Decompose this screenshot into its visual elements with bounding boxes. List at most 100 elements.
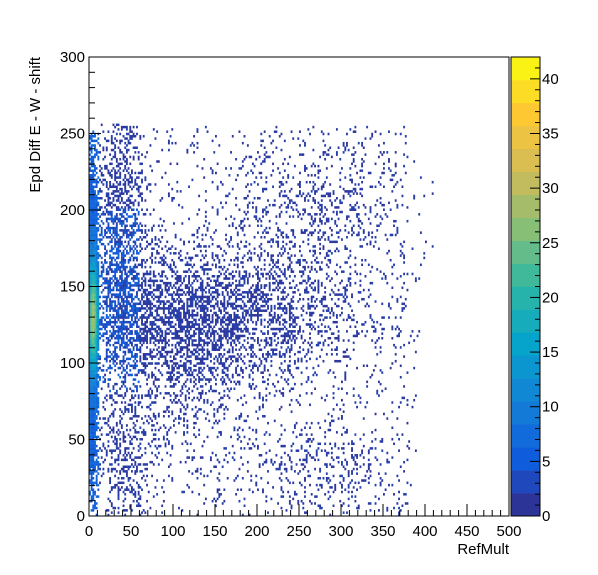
heatmap-cell xyxy=(191,323,194,326)
heatmap-cell xyxy=(194,339,197,342)
heatmap-cell xyxy=(129,155,132,159)
heatmap-cell xyxy=(105,281,108,285)
heatmap-cell xyxy=(204,417,207,420)
heatmap-cell xyxy=(268,240,271,244)
heatmap-cell xyxy=(114,169,117,172)
heatmap-cell xyxy=(125,488,128,491)
heatmap-cell xyxy=(142,314,145,317)
heatmap-cell xyxy=(97,263,100,267)
heatmap-cell xyxy=(184,357,187,361)
heatmap-cell xyxy=(136,325,138,329)
heatmap-cell xyxy=(218,405,221,409)
heatmap-cell xyxy=(144,288,147,292)
heatmap-cell xyxy=(206,300,209,303)
heatmap-cell xyxy=(141,284,143,287)
heatmap-cell xyxy=(119,291,122,294)
heatmap-cell xyxy=(127,275,130,278)
heatmap-cell xyxy=(183,431,185,434)
heatmap-cell xyxy=(186,426,189,429)
heatmap-cell xyxy=(267,254,269,257)
heatmap-cell xyxy=(109,297,112,301)
heatmap-cell xyxy=(230,295,232,299)
heatmap-cell xyxy=(240,327,243,331)
heatmap-cell xyxy=(94,334,96,338)
heatmap-cell xyxy=(119,213,122,216)
heatmap-cell xyxy=(134,364,137,368)
heatmap-cell xyxy=(112,222,115,225)
heatmap-cell xyxy=(147,415,150,418)
heatmap-cell xyxy=(251,350,254,354)
heatmap-cell xyxy=(107,288,110,292)
heatmap-cell xyxy=(110,174,113,177)
heatmap-cell xyxy=(132,258,135,262)
heatmap-cell xyxy=(186,334,189,338)
heatmap-cell xyxy=(97,396,100,400)
heatmap-cell xyxy=(211,254,214,257)
heatmap-cell xyxy=(89,444,91,448)
heatmap-cell xyxy=(151,451,154,455)
heatmap-cell xyxy=(260,286,263,289)
heatmap-cell xyxy=(110,240,113,244)
heatmap-cell xyxy=(90,201,93,205)
heatmap-cell xyxy=(206,332,209,335)
heatmap-cell xyxy=(176,332,179,335)
heatmap-cell xyxy=(164,171,167,175)
heatmap-cell xyxy=(225,382,227,386)
heatmap-cell xyxy=(171,325,174,329)
heatmap-cell xyxy=(198,245,201,248)
heatmap-cell xyxy=(110,463,113,466)
heatmap-cell xyxy=(125,357,128,361)
heatmap-cell xyxy=(132,201,135,205)
heatmap-cell xyxy=(110,288,113,292)
heatmap-cell xyxy=(109,343,112,347)
heatmap-cell xyxy=(154,343,157,347)
heatmap-cell xyxy=(260,323,263,326)
heatmap-cell xyxy=(92,493,95,496)
heatmap-cell xyxy=(144,272,147,276)
heatmap-cell xyxy=(253,327,256,331)
heatmap-cell xyxy=(119,346,122,349)
heatmap-cell xyxy=(176,353,179,356)
heatmap-cell xyxy=(161,348,164,351)
heatmap-cell xyxy=(213,279,216,283)
heatmap-cell xyxy=(215,318,217,322)
heatmap-cell xyxy=(136,385,138,388)
heatmap-cell xyxy=(223,316,226,319)
heatmap-cell xyxy=(131,403,133,407)
heatmap-cell xyxy=(238,382,241,386)
heatmap-cell xyxy=(169,359,172,363)
heatmap-cell xyxy=(124,343,127,347)
heatmap-cell xyxy=(152,293,155,296)
heatmap-cell xyxy=(193,275,196,278)
heatmap-cell xyxy=(107,339,110,342)
heatmap-cell xyxy=(92,226,95,230)
heatmap-cell xyxy=(136,336,138,340)
heatmap-cell xyxy=(221,330,224,333)
heatmap-cell xyxy=(265,359,268,363)
heatmap-cell xyxy=(151,336,154,340)
heatmap-cell xyxy=(95,327,98,331)
heatmap-cell xyxy=(240,369,243,372)
heatmap-cell xyxy=(105,357,108,361)
heatmap-cell xyxy=(90,472,93,475)
heatmap-cell xyxy=(90,240,93,244)
heatmap-cell xyxy=(124,265,127,269)
heatmap-cell xyxy=(92,428,95,432)
heatmap-cell xyxy=(201,279,204,283)
heatmap-cell xyxy=(194,369,197,372)
heatmap-cell xyxy=(233,458,236,462)
heatmap-cell xyxy=(90,231,93,234)
heatmap-cell xyxy=(157,346,160,349)
heatmap-cell xyxy=(90,378,93,381)
heatmap-cell xyxy=(95,238,98,241)
heatmap-cell xyxy=(119,362,122,365)
heatmap-cell xyxy=(154,288,157,292)
heatmap-cell xyxy=(92,311,95,315)
heatmap-cell xyxy=(94,233,96,237)
heatmap-cell xyxy=(186,355,189,358)
heatmap-cell xyxy=(90,236,93,239)
heatmap-cell xyxy=(100,206,103,209)
heatmap-cell xyxy=(146,353,148,356)
heatmap-cell xyxy=(223,249,226,253)
heatmap-cell xyxy=(134,428,137,432)
